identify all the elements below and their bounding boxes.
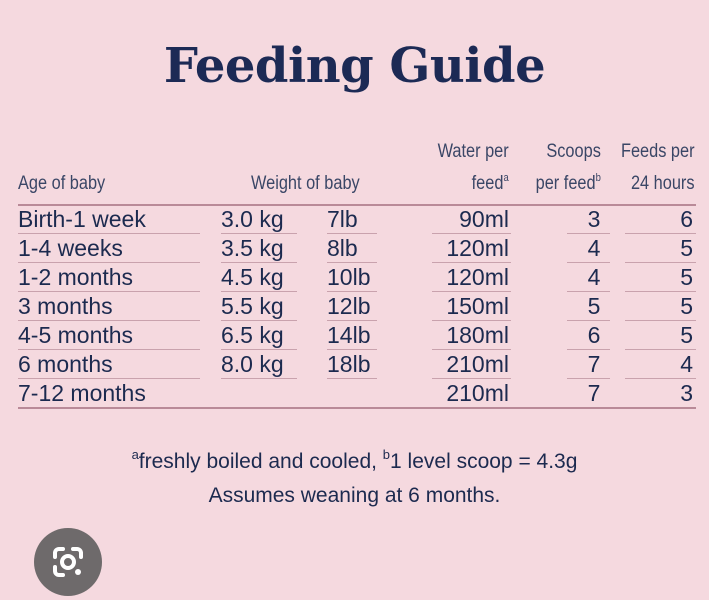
row-separator — [625, 349, 696, 350]
header-rule — [18, 204, 696, 206]
header-feeds: Feeds per 24 hours — [621, 141, 695, 194]
row-separator — [221, 320, 297, 321]
cell-weight-lb: 14lb — [327, 322, 371, 348]
row-separator — [567, 262, 610, 263]
google-lens-icon[interactable] — [34, 528, 102, 596]
row-separator — [18, 262, 200, 263]
cell-weight-kg: 4.5 kg — [221, 264, 284, 290]
row-separator — [625, 378, 696, 379]
cell-scoops: 7 — [587, 380, 601, 406]
cell-weight-kg: 3.0 kg — [221, 206, 284, 232]
cell-age: 1-4 weeks — [18, 235, 123, 261]
row-separator — [327, 291, 377, 292]
cell-scoops: 7 — [587, 351, 601, 377]
row-separator — [18, 291, 200, 292]
cell-water: 150ml — [446, 293, 509, 319]
cell-water: 90ml — [459, 206, 509, 232]
footnote-line-1: afreshly boiled and cooled, b1 level sco… — [131, 447, 578, 473]
footnote-line-2: Assumes weaning at 6 months. — [208, 484, 501, 507]
row-separator — [625, 233, 696, 234]
cell-water: 210ml — [446, 351, 509, 377]
cell-scoops: 5 — [587, 293, 601, 319]
table-row: Birth-1 week 3.0 kg 7lb 90ml 3 6 — [0, 205, 709, 234]
cell-feeds: 3 — [680, 380, 693, 406]
cell-scoops: 4 — [587, 235, 601, 261]
row-separator — [432, 320, 511, 321]
row-separator — [18, 233, 200, 234]
row-separator — [18, 320, 200, 321]
cell-water: 180ml — [446, 322, 509, 348]
row-separator — [432, 349, 511, 350]
row-separator — [221, 349, 297, 350]
row-separator — [567, 291, 610, 292]
table-row: 4-5 months 6.5 kg 14lb 180ml 6 5 — [0, 321, 709, 350]
row-separator — [221, 291, 297, 292]
row-separator — [567, 378, 610, 379]
cell-weight-lb: 10lb — [327, 264, 371, 290]
row-separator — [18, 349, 200, 350]
cell-age: Birth-1 week — [18, 206, 146, 232]
cell-weight-kg: 6.5 kg — [221, 322, 284, 348]
table-row: 1-4 weeks 3.5 kg 8lb 120ml 4 5 — [0, 234, 709, 263]
row-separator — [432, 291, 511, 292]
row-separator — [625, 320, 696, 321]
row-separator — [432, 378, 511, 379]
row-separator — [432, 233, 511, 234]
row-separator — [18, 378, 200, 379]
cell-weight-kg: 5.5 kg — [221, 293, 284, 319]
page-title: Feeding Guide — [163, 38, 546, 94]
cell-feeds: 5 — [680, 264, 693, 290]
footer-rule — [18, 407, 696, 409]
row-separator — [327, 349, 377, 350]
row-separator — [327, 320, 377, 321]
cell-water: 210ml — [446, 380, 509, 406]
row-separator — [567, 349, 610, 350]
cell-feeds: 6 — [680, 206, 693, 232]
row-separator — [327, 262, 377, 263]
table-row: 7-12 months 210ml 7 3 — [0, 379, 709, 408]
row-separator — [327, 378, 377, 379]
row-separator — [567, 320, 610, 321]
cell-weight-kg: 8.0 kg — [221, 351, 284, 377]
cell-age: 3 months — [18, 293, 113, 319]
cell-age: 7-12 months — [18, 380, 146, 406]
lens-glyph — [53, 547, 83, 577]
row-separator — [625, 291, 696, 292]
row-separator — [221, 378, 297, 379]
table-row: 1-2 months 4.5 kg 10lb 120ml 4 5 — [0, 263, 709, 292]
header-age: Age of baby — [18, 173, 106, 194]
table-row: 6 months 8.0 kg 18lb 210ml 7 4 — [0, 350, 709, 379]
cell-feeds: 5 — [680, 293, 693, 319]
cell-age: 4-5 months — [18, 322, 134, 348]
row-separator — [625, 262, 696, 263]
cell-feeds: 5 — [680, 322, 693, 348]
cell-scoops: 6 — [587, 322, 601, 348]
cell-feeds: 5 — [680, 235, 693, 261]
cell-feeds: 4 — [680, 351, 693, 377]
cell-weight-lb: 18lb — [327, 351, 371, 377]
header-water: Water per feeda — [437, 141, 509, 194]
cell-scoops: 3 — [587, 206, 601, 232]
row-separator — [221, 233, 297, 234]
row-separator — [567, 233, 610, 234]
cell-weight-lb: 8lb — [327, 235, 358, 261]
header-scoops: Scoops per feedb — [535, 141, 601, 194]
cell-age: 1-2 months — [18, 264, 134, 290]
row-separator — [327, 233, 377, 234]
row-separator — [432, 262, 511, 263]
cell-weight-lb: 12lb — [327, 293, 371, 319]
cell-scoops: 4 — [587, 264, 601, 290]
table-row: 3 months 5.5 kg 12lb 150ml 5 5 — [0, 292, 709, 321]
header-weight: Weight of baby — [251, 173, 360, 194]
cell-weight-kg: 3.5 kg — [221, 235, 284, 261]
cell-weight-lb: 7lb — [327, 206, 358, 232]
cell-age: 6 months — [18, 351, 113, 377]
row-separator — [221, 262, 297, 263]
cell-water: 120ml — [446, 235, 509, 261]
cell-water: 120ml — [446, 264, 509, 290]
